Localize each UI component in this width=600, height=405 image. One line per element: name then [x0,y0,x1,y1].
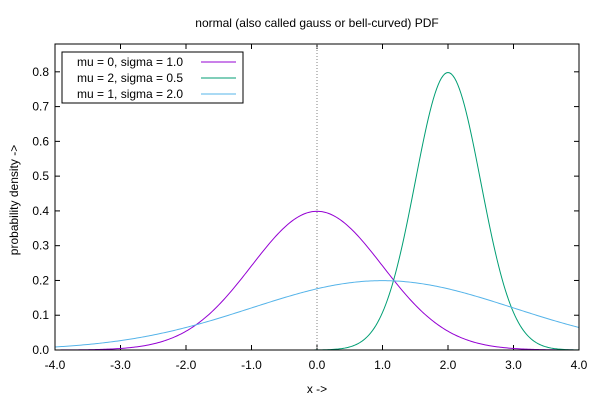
legend-label-series-1: mu = 0, sigma = 1.0 [77,55,183,69]
chart-title: normal (also called gauss or bell-curved… [195,16,438,30]
y-tick-label: 0.7 [32,100,49,114]
x-tick-label: -4.0 [45,358,66,372]
y-tick-label: 0.2 [32,273,49,287]
y-tick-label: 0.3 [32,239,49,253]
legend-label-series-2: mu = 2, sigma = 0.5 [77,71,183,85]
y-axis-label: probability density -> [7,145,21,255]
x-tick-label: -2.0 [176,358,197,372]
x-axis-ticks: -4.0 -3.0 -2.0 -1.0 0.0 1.0 2.0 3.0 4.0 [45,44,588,372]
x-tick-label: -3.0 [110,358,131,372]
legend: mu = 0, sigma = 1.0 mu = 2, sigma = 0.5 … [61,51,244,104]
series-line-3 [54,280,580,348]
x-tick-label: -1.0 [241,358,262,372]
y-tick-label: 0.8 [32,65,49,79]
x-tick-label: 1.0 [374,358,391,372]
y-tick-label: 0.0 [32,343,49,357]
x-tick-label: 3.0 [505,358,522,372]
y-tick-label: 0.6 [32,134,49,148]
y-tick-label: 0.1 [32,308,49,322]
y-axis-ticks: 0.0 0.1 0.2 0.3 0.4 0.5 0.6 0.7 0.8 [32,65,579,357]
plot-area-border [54,43,580,351]
y-tick-label: 0.4 [32,204,49,218]
x-tick-label: 4.0 [571,358,588,372]
x-tick-label: 2.0 [440,358,457,372]
x-axis-label: x -> [307,382,327,396]
x-tick-label: 0.0 [309,358,326,372]
legend-label-series-3: mu = 1, sigma = 2.0 [77,87,183,101]
y-tick-label: 0.5 [32,169,49,183]
series-line-1 [55,210,579,351]
